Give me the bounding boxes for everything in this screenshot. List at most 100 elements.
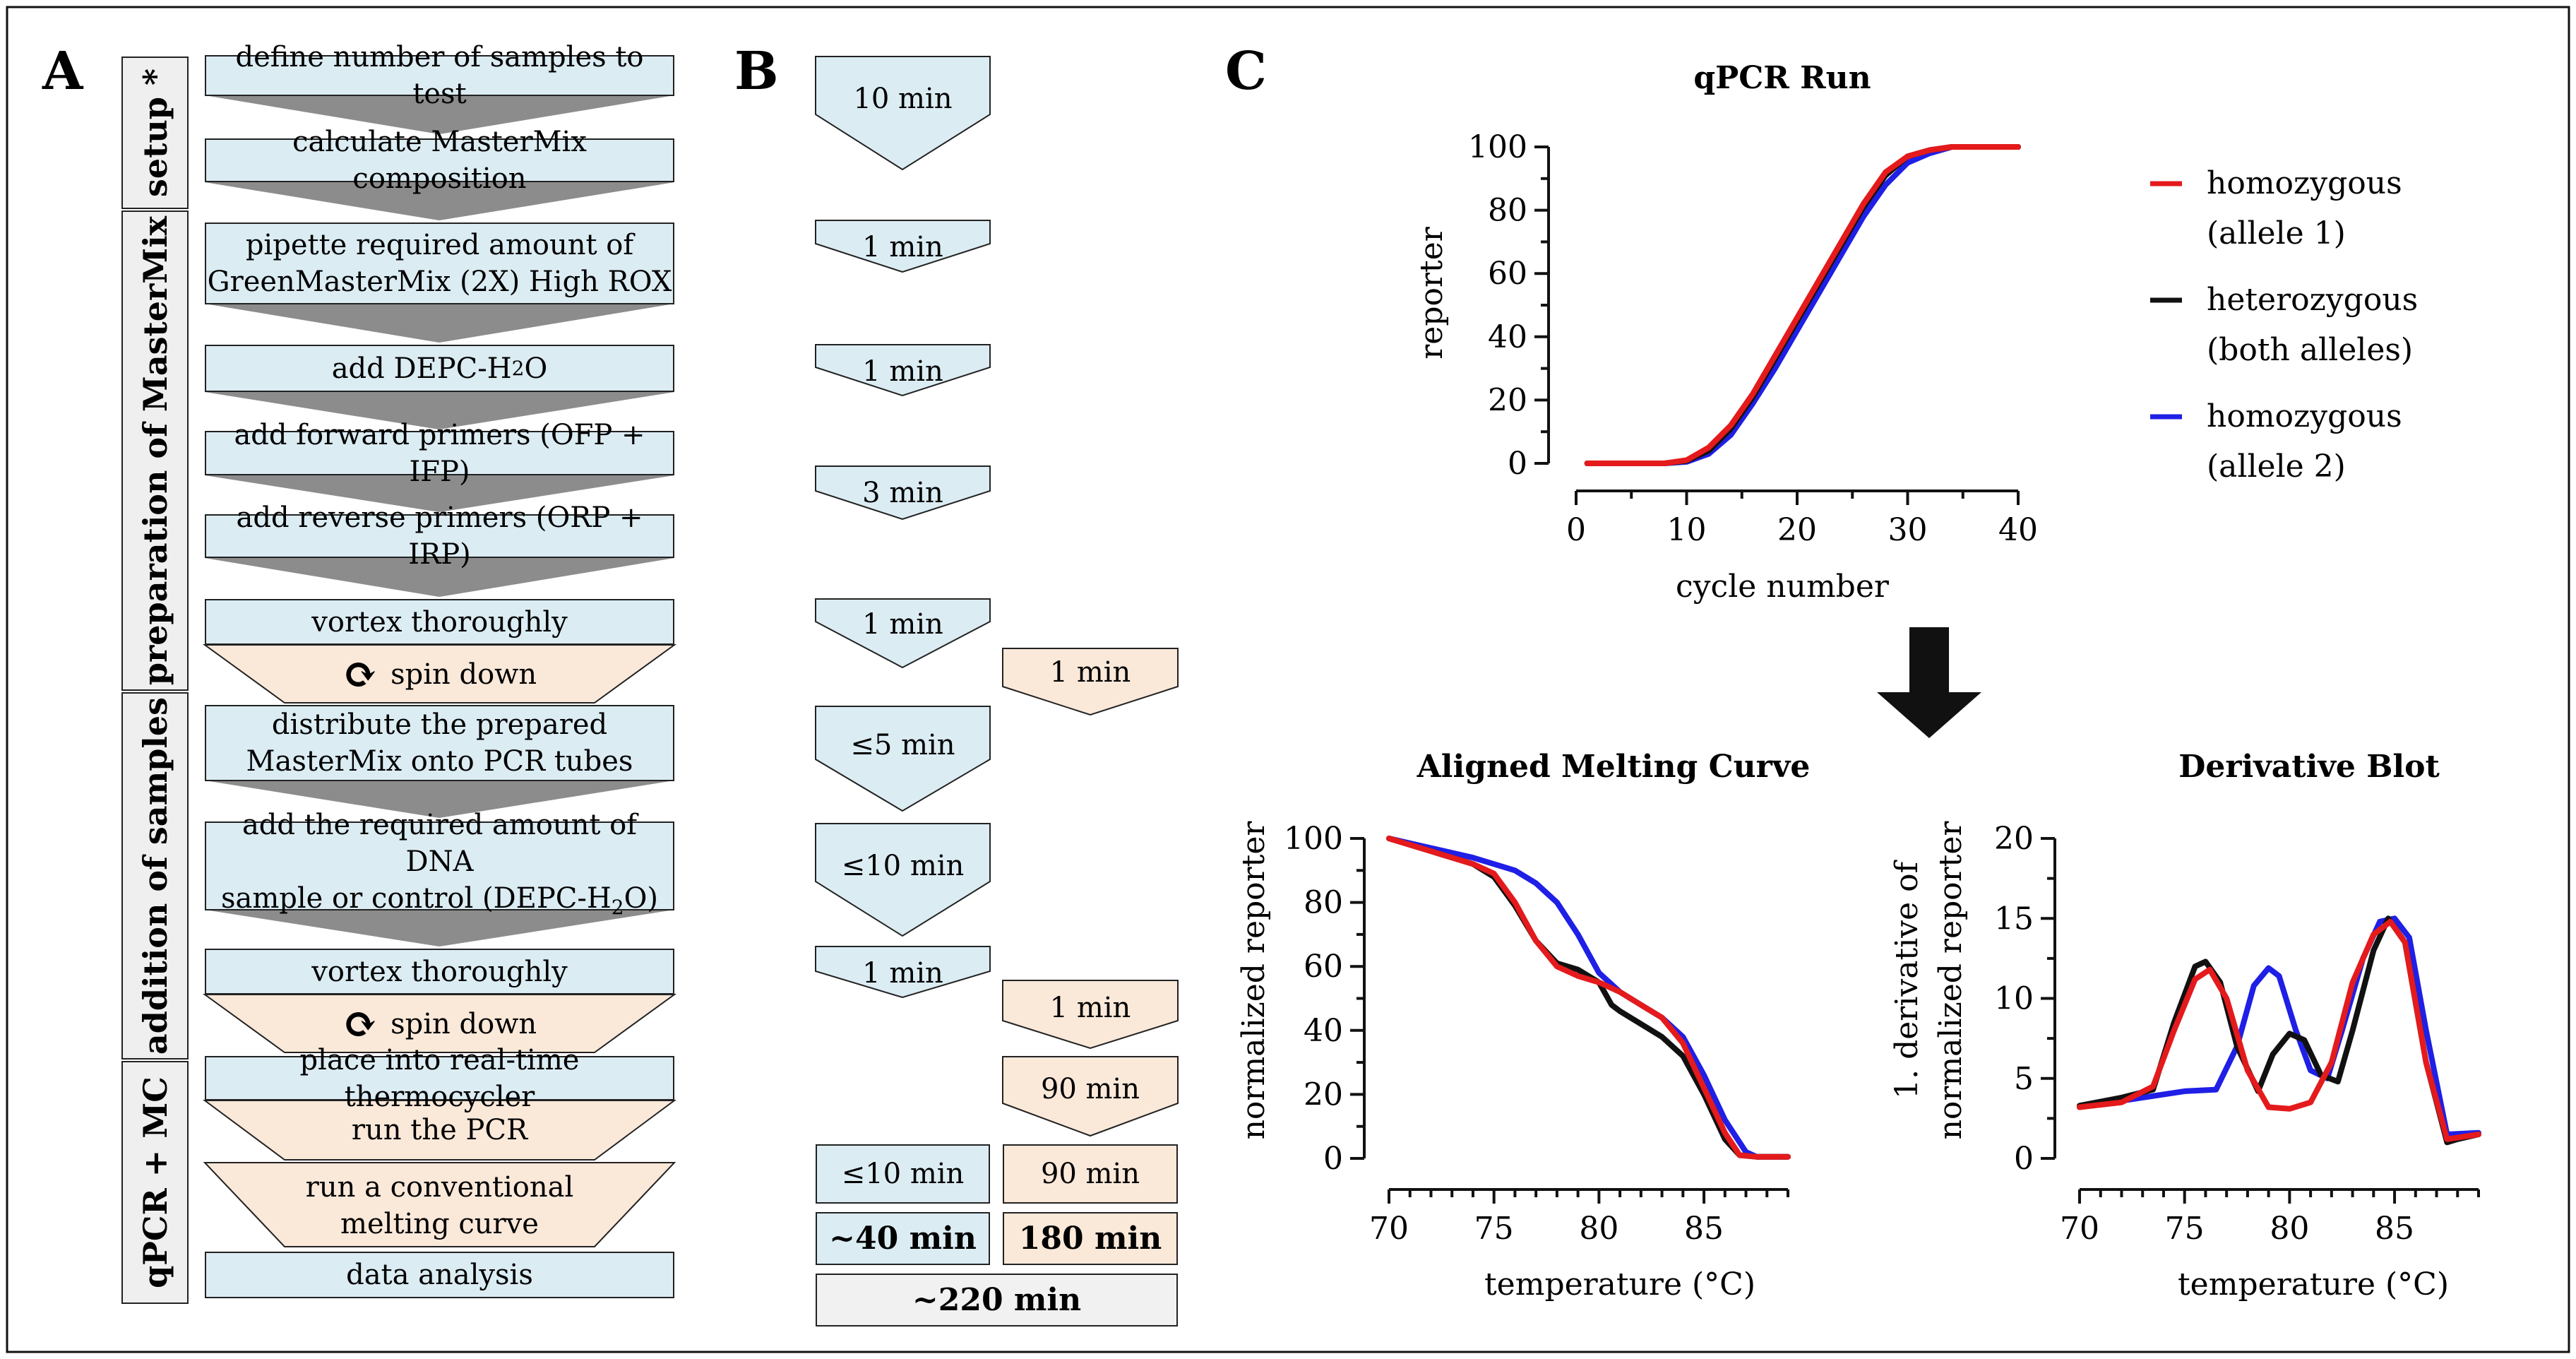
rotate-icon: ⟳ <box>342 999 378 1049</box>
add-water-sub: 2 <box>511 356 525 380</box>
time-label-4: 3 min <box>862 477 943 509</box>
spin-label: spin down <box>390 658 537 691</box>
x-tick-label: 20 <box>1777 512 1817 548</box>
section-label: addition of samples <box>136 696 174 1055</box>
time-arrow-8 <box>815 946 991 999</box>
add-dna-end: O) <box>624 882 659 915</box>
time-label-1: 10 min <box>853 83 953 115</box>
legend-blue-line2: (allele 2) <box>2207 449 2346 485</box>
panel-a-funnels <box>202 644 677 1247</box>
x-axis-label: cycle number <box>1676 569 1890 605</box>
chart-title: Aligned Melting Curve <box>1417 749 1811 785</box>
chart-title: Derivative Blot <box>2178 749 2440 785</box>
grand-total: ~220 min <box>816 1274 1178 1327</box>
series-line-homozygous-allele-1- <box>1584 144 2021 466</box>
time-arrow-3 <box>815 344 991 397</box>
panel-a-arrows <box>205 95 674 946</box>
time-box-right: 90 min <box>1003 1144 1178 1204</box>
sum-right: 180 min <box>1003 1212 1178 1265</box>
spin-label: spin down <box>390 1008 537 1040</box>
series-line-homozygous-allele-2- <box>1386 836 1791 1160</box>
x-tick-label: 70 <box>2060 1211 2099 1247</box>
add-dna-text: sample or control (DEPC-H <box>220 882 612 915</box>
y-tick-label: 20 <box>1488 382 1527 418</box>
y-tick-label: 40 <box>1488 319 1527 355</box>
step-define-samples: define number of samples to test <box>205 41 674 110</box>
chart-title: qPCR Run <box>1693 60 1871 96</box>
legend-black-line2: (both alleles) <box>2207 332 2413 368</box>
step-distribute: distribute the prepared MasterMix onto P… <box>205 705 674 781</box>
add-water-prefix: add DEPC-H <box>331 352 512 385</box>
step-melting-curve: run a conventional melting curve <box>285 1167 595 1245</box>
melting-line2: melting curve <box>340 1208 539 1240</box>
step-vortex-1: vortex thoroughly <box>205 599 674 645</box>
section-label: preparation of MasterMix <box>136 215 174 686</box>
section-qpcr-mc: qPCR + MC <box>121 1061 189 1304</box>
y-tick-label: 15 <box>1994 901 2034 937</box>
funnel-run-pcr <box>202 1100 677 1161</box>
time-label-r3: 90 min <box>1040 1073 1140 1105</box>
x-tick-label: 80 <box>2270 1211 2309 1247</box>
x-axis-label: temperature (°C) <box>1484 1266 1755 1302</box>
y-tick-label: 100 <box>1468 129 1527 165</box>
y-tick-label: 20 <box>1994 821 2034 857</box>
funnel-spin-1 <box>202 644 677 704</box>
step-pipette-line1: pipette required amount of <box>245 229 634 261</box>
x-tick-label: 30 <box>1888 512 1928 548</box>
y-tick-label: 10 <box>1994 981 2034 1017</box>
y-axis-label: reporter <box>1414 226 1450 359</box>
y-tick-label: 20 <box>1304 1076 1343 1112</box>
section-label: setup * <box>136 68 174 198</box>
y-axis-label-line1: 1. derivative of <box>1889 860 1925 1098</box>
step-add-reverse: add reverse primers (ORP + IRP) <box>205 502 674 571</box>
y-tick-label: 80 <box>1304 885 1343 921</box>
x-axis-label: temperature (°C) <box>2178 1266 2449 1302</box>
legend-blue-line1: homozygous <box>2207 398 2402 434</box>
y-tick-label: 0 <box>1323 1141 1343 1177</box>
panel-label-a: A <box>42 41 83 102</box>
step-spin-1: ⟳ spin down <box>285 650 595 699</box>
y-tick-label: 0 <box>2014 1141 2034 1177</box>
step-vortex-2: vortex thoroughly <box>205 949 674 995</box>
arrow-a8 <box>205 910 674 946</box>
y-axis-label: normalized reporter <box>1236 821 1272 1140</box>
funnel-spin-2 <box>202 994 677 1053</box>
step-add-dna: add the required amount of DNA sample or… <box>205 809 674 919</box>
time-label-r1: 1 min <box>1049 656 1131 689</box>
time-arrow-4 <box>815 465 991 521</box>
y-axis-label-line2: normalized reporter <box>1933 821 1969 1140</box>
time-arrow-r3 <box>1002 1056 1179 1137</box>
y-tick-label: 80 <box>1488 193 1527 229</box>
time-arrow-7 <box>815 823 991 937</box>
step-add-water: add DEPC-H 2 O <box>205 345 674 392</box>
legend-red-line1: homozygous <box>2207 165 2402 201</box>
time-arrow-1 <box>815 56 991 171</box>
melting-line1: run a conventional <box>305 1171 574 1204</box>
legend: homozygous (allele 1) heterozygous (both… <box>2150 165 2418 485</box>
time-arrow-r2 <box>1002 980 1179 1050</box>
arrow-a3 <box>205 304 674 343</box>
time-box-left: ≤10 min <box>816 1144 990 1204</box>
x-tick-label: 70 <box>1369 1211 1409 1247</box>
time-arrow-r1 <box>1002 648 1179 716</box>
y-tick-label: 100 <box>1284 821 1343 857</box>
arrow-a5 <box>205 475 674 512</box>
series-line-homozygous-allele-1- <box>1386 836 1791 1160</box>
section-setup: setup * <box>121 57 189 209</box>
time-arrow-5 <box>815 598 991 669</box>
add-dna-sub: 2 <box>611 895 624 919</box>
y-tick-label: 0 <box>1508 446 1527 482</box>
series-line-homozygous-allele-2- <box>2077 915 2481 1137</box>
step-add-dna-line2: sample or control (DEPC-H2O) <box>221 880 658 926</box>
derivative-blot-chart: Derivative Blot temperature (°C) 1. deri… <box>1889 749 2481 1302</box>
y-tick-label: 40 <box>1304 1013 1343 1049</box>
section-label: qPCR + MC <box>136 1076 174 1288</box>
x-tick-label: 0 <box>1566 512 1586 548</box>
arrow-a6 <box>205 558 674 597</box>
funnel-melting <box>203 1162 676 1247</box>
x-tick-label: 10 <box>1667 512 1707 548</box>
arrow-a7 <box>205 781 674 818</box>
qpcr-run-chart: qPCR Run cycle number reporter 0 20 40 60 80… <box>1414 60 2038 605</box>
arrow-a4 <box>205 392 674 429</box>
